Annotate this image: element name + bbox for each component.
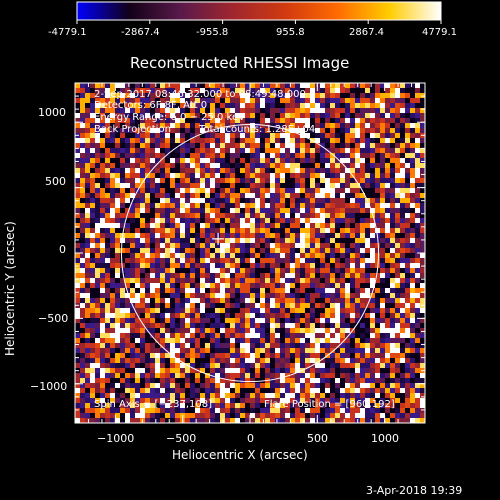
- y-tick-label: 500: [45, 175, 66, 188]
- annotation-detectors: Detectors: 6F 8F, Att 0: [94, 100, 208, 111]
- colorbar: [76, 1, 442, 24]
- annotation-flare-position: Flare Position = [960,192]: [264, 399, 395, 410]
- colorbar-tick-label-2: -955.8: [196, 27, 229, 38]
- colorbar-tick-label-5: 4779.1: [422, 27, 457, 38]
- x-tick-label: 0: [247, 432, 254, 445]
- timestamp: 3-Apr-2018 19:39: [366, 484, 463, 497]
- y-tick-label: −1000: [30, 380, 68, 393]
- colorbar-tick-label-0: -4779.1: [48, 27, 87, 38]
- solar-limb-circle: [120, 123, 380, 383]
- colorbar-tick-label-3: 955.8: [276, 27, 305, 38]
- x-axis-label: Heliocentric X (arcsec): [172, 448, 308, 462]
- x-tick-label: 1000: [371, 432, 399, 445]
- spin-axis-cross-marker: [212, 232, 225, 245]
- y-axis-label: Heliocentric Y (arcsec): [3, 221, 17, 356]
- annotation-time-range: 2-Sep-2017 08:46:32.000 to 08:49:48.000: [94, 89, 306, 100]
- x-tick-label: 500: [307, 432, 328, 445]
- annotation-total-counts: Total counts: 1.28E+04: [199, 124, 316, 135]
- x-tick-label: −1000: [97, 432, 135, 445]
- image-pixels: [75, 83, 425, 423]
- y-tick-label: 1000: [38, 106, 66, 119]
- y-tick-label: 0: [59, 243, 66, 256]
- annotation-energy-range: Energy Range: 6.0 − 25.0 keV: [94, 112, 245, 123]
- plot-title: Reconstructed RHESSI Image: [130, 54, 350, 72]
- y-tick-label: −500: [38, 312, 69, 325]
- colorbar-tick-label-4: 2867.4: [349, 27, 384, 38]
- annotation-method: Back Projection: [94, 124, 171, 135]
- annotation-spin-axis: Spin Axis = [−237,108]: [94, 399, 213, 410]
- x-tick-label: −500: [166, 432, 197, 445]
- colorbar-tick-label-1: -2867.4: [121, 27, 160, 38]
